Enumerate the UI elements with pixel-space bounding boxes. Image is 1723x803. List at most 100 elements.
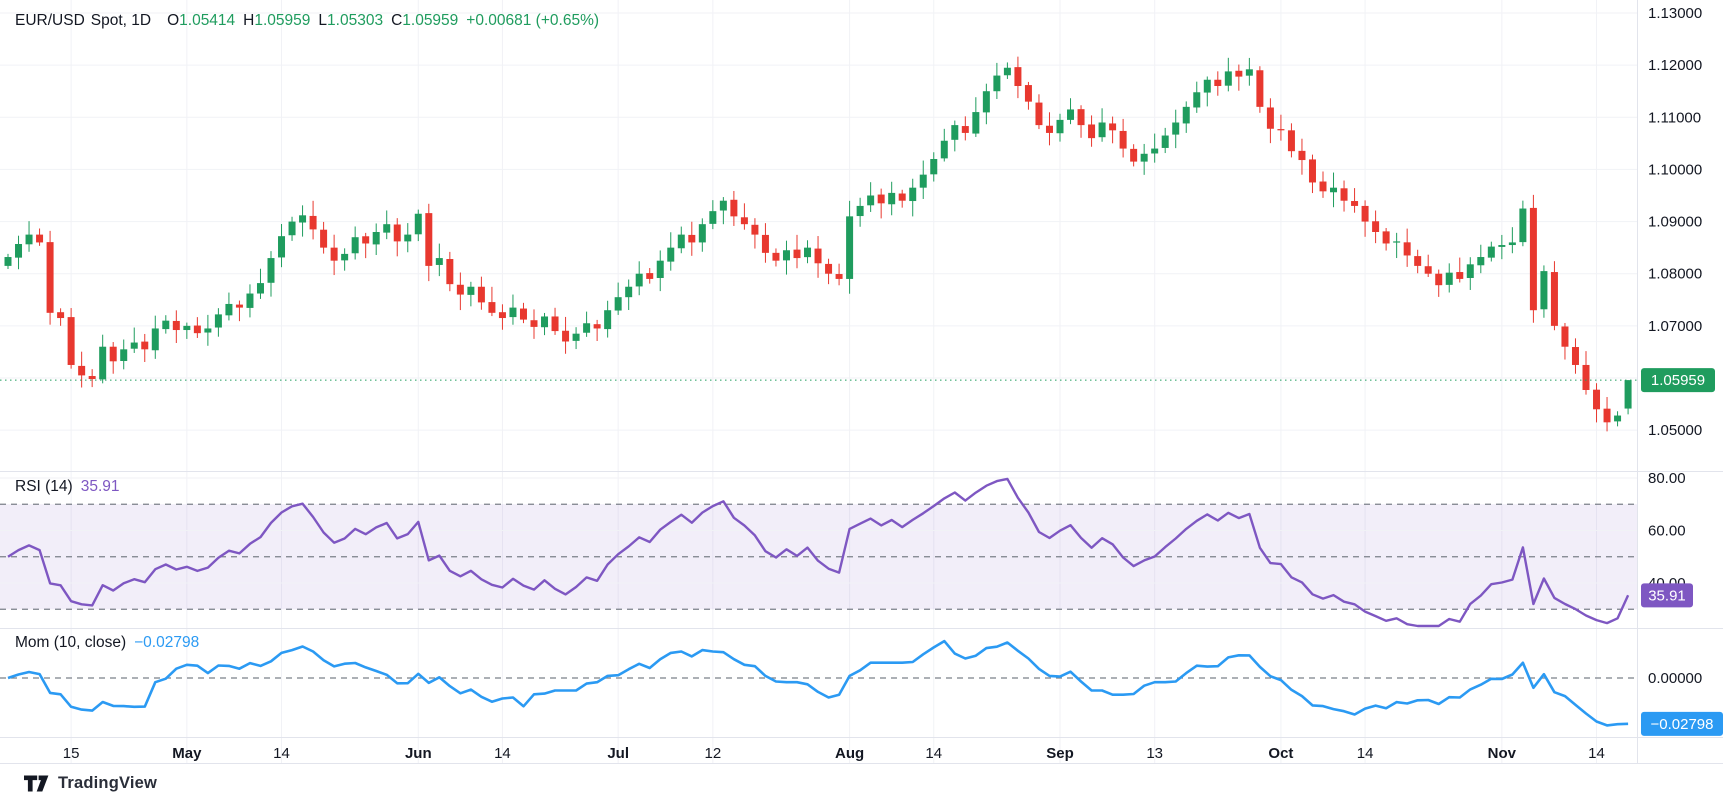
- candle-body: [330, 247, 338, 261]
- candle-body: [362, 236, 370, 244]
- time-axis-scale[interactable]: [0, 737, 1638, 763]
- candle-body: [930, 159, 938, 175]
- candle-body: [782, 250, 790, 261]
- candle-body: [1582, 364, 1590, 390]
- candle-body: [214, 314, 222, 328]
- candle-body: [1024, 85, 1032, 102]
- ohlc-high: H 1.05959: [243, 12, 311, 29]
- candle-body: [541, 316, 549, 328]
- candle-body: [151, 328, 159, 351]
- candle-body: [1151, 148, 1159, 154]
- candle-body: [1035, 102, 1043, 126]
- candle-body: [1256, 70, 1264, 107]
- rsi-band: [0, 477, 1638, 610]
- candle-body: [909, 187, 917, 202]
- candle-body: [393, 224, 401, 242]
- candle-body: [130, 342, 138, 349]
- time-tick-label: 14: [1357, 745, 1374, 762]
- candle-body: [1529, 207, 1537, 311]
- price-axis-scale[interactable]: [1638, 0, 1723, 471]
- candle-body: [446, 259, 454, 285]
- candle-body: [1382, 231, 1390, 244]
- candle-body: [1466, 264, 1474, 278]
- candle-body: [867, 195, 875, 206]
- tradingview-link[interactable]: TradingView: [24, 774, 157, 793]
- price-tick-label: 1.11000: [1648, 109, 1701, 126]
- candle-body: [1603, 408, 1611, 423]
- candle-body: [351, 237, 359, 254]
- bottom-bar: TradingView: [0, 763, 1723, 803]
- price-tick-label: 1.12000: [1648, 57, 1702, 74]
- time-tick-label: 14: [494, 745, 511, 762]
- price-axis-labels: 1.13000 1.12000 1.11000 1.10000 1.09000 1.080…: [1648, 5, 1702, 687]
- candle-body: [109, 346, 117, 362]
- candle-body: [309, 215, 317, 230]
- candle-body: [1245, 69, 1253, 76]
- candle-body: [1614, 415, 1622, 422]
- candle-body: [1308, 159, 1316, 183]
- candle-body: [1540, 271, 1548, 310]
- candle-body: [235, 304, 243, 308]
- momentum-line: [7, 639, 1629, 727]
- candle-body: [761, 234, 769, 253]
- candle-body: [625, 286, 633, 298]
- candle-body: [1361, 205, 1369, 222]
- candle-body: [1351, 201, 1359, 206]
- candle-body: [1109, 123, 1117, 131]
- time-tick-label: Jul: [607, 745, 629, 762]
- candle-body: [498, 312, 506, 319]
- candle-body: [1182, 106, 1190, 124]
- candle-body: [1088, 124, 1096, 139]
- candle-body: [46, 242, 54, 313]
- tradingview-wordmark: TradingView: [58, 774, 158, 792]
- candle-body: [1140, 153, 1148, 162]
- time-tick-label: May: [172, 745, 202, 762]
- candle-body: [404, 234, 412, 242]
- candle-body: [1340, 188, 1348, 201]
- candle-body: [25, 234, 33, 245]
- candle-body: [162, 320, 170, 330]
- momentum-badge-text: −0.02798: [1651, 716, 1714, 733]
- candle-body: [414, 213, 422, 235]
- candle-body: [1424, 266, 1432, 274]
- candle-body: [425, 213, 433, 266]
- time-tick-label: Sep: [1046, 745, 1074, 762]
- candle-body: [120, 349, 128, 362]
- candle-body: [256, 283, 264, 294]
- pane-dividers: [0, 0, 1723, 763]
- candle-body: [193, 325, 201, 334]
- candle-body: [204, 328, 212, 333]
- last-price-badge-bg: [1641, 368, 1715, 393]
- candle-body: [299, 215, 307, 223]
- candle-body: [246, 293, 254, 308]
- axis-hit-areas: [0, 0, 1723, 763]
- candle-body: [1519, 208, 1527, 243]
- chart-canvas[interactable]: 1.13000 1.12000 1.11000 1.10000 1.09000 1.080…: [0, 0, 1723, 763]
- candle-body: [1414, 256, 1422, 266]
- time-tick-label: 12: [704, 745, 721, 762]
- ohlc-low: L 1.05303: [318, 12, 384, 29]
- time-tick-label: Aug: [835, 745, 864, 762]
- candle-body: [372, 232, 380, 245]
- time-tick-label: Oct: [1268, 745, 1293, 762]
- time-axis-labels: 15 May 14 Jun 14 Jul 12 Aug 14 Sep 13 Oct 14 Nov 14: [63, 745, 1605, 762]
- candle-body: [635, 273, 643, 287]
- candle-body: [36, 234, 44, 243]
- candle-body: [1119, 130, 1127, 149]
- candle-body: [572, 333, 580, 341]
- candle-body: [709, 211, 717, 224]
- candle-body: [646, 273, 654, 279]
- rsi-axis-scale[interactable]: [1638, 473, 1723, 628]
- momentum-axis-scale[interactable]: [1638, 630, 1723, 737]
- time-tick-label: Nov: [1488, 745, 1517, 762]
- price-tick-label: 1.13000: [1648, 5, 1702, 22]
- candle-body: [1172, 122, 1180, 135]
- time-tick-label: 14: [1588, 745, 1605, 762]
- ohlc-open: O 1.05414: [167, 12, 236, 29]
- price-tick-label: 1.08000: [1648, 266, 1702, 283]
- candle-body: [1403, 242, 1411, 256]
- candle-body: [593, 324, 601, 329]
- rsi-badge-text: 35.91: [1648, 587, 1686, 604]
- candle-body: [1372, 221, 1380, 233]
